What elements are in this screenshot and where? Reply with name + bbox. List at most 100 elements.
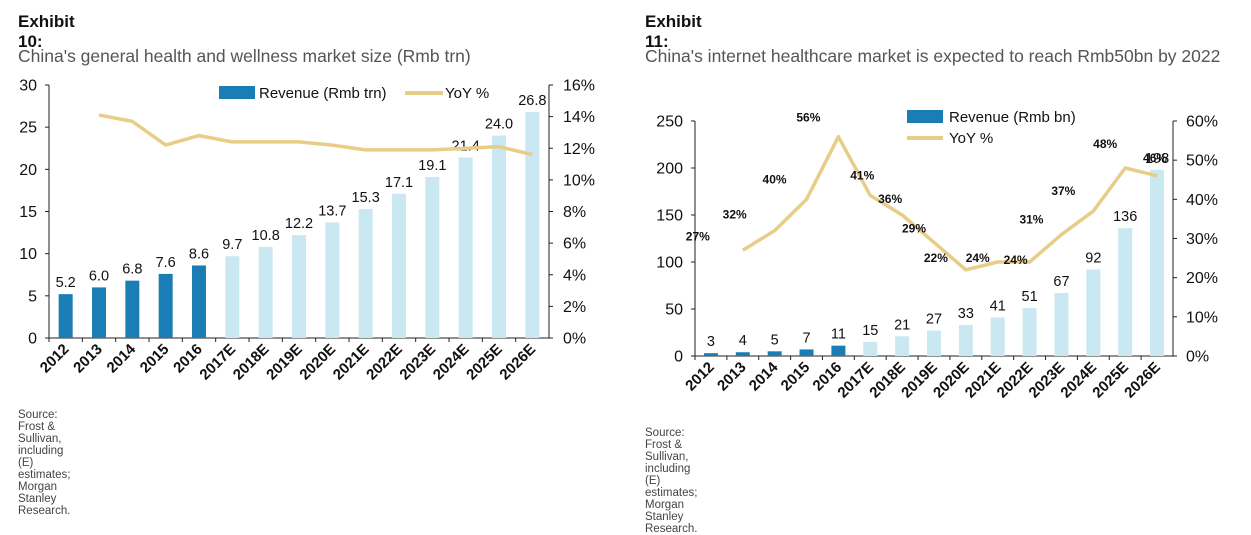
bar-value-label: 21 — [894, 317, 910, 333]
bar — [1086, 269, 1101, 356]
yoy-value-label: 29% — [902, 221, 926, 235]
legend-bar-label: Revenue (Rmb bn) — [949, 109, 1076, 126]
x-tick-label: 2025E — [463, 341, 506, 384]
bar — [458, 157, 473, 338]
bar-value-label: 11 — [831, 327, 846, 343]
y2-tick-label: 6% — [563, 236, 586, 253]
yoy-line — [98, 113, 533, 157]
y-tick-label: 10 — [19, 246, 37, 263]
bar-value-label: 7.6 — [156, 255, 176, 271]
bar-value-label: 24.0 — [485, 117, 513, 133]
bar-value-label: 92 — [1085, 251, 1101, 267]
exhibit-title: China's general health and wellness mark… — [18, 46, 471, 66]
y2-tick-label: 0% — [1186, 349, 1209, 366]
x-tick-label: 2015 — [137, 341, 173, 377]
yoy-value-label: 46% — [1143, 151, 1167, 165]
y-tick-label: 30 — [19, 78, 37, 95]
bar — [1022, 308, 1037, 356]
y2-tick-label: 50% — [1186, 153, 1218, 170]
bar-value-label: 6.8 — [122, 262, 142, 278]
y-tick-label: 0 — [674, 349, 683, 366]
bar-value-label: 13.7 — [318, 203, 346, 219]
legend-bar-swatch — [219, 86, 255, 99]
exhibit-label: Exhibit 10: — [18, 12, 75, 51]
bar-value-label: 3 — [707, 334, 715, 350]
yoy-value-label: 32% — [723, 208, 747, 222]
x-tick-label: 2023E — [396, 341, 439, 384]
bar-value-label: 17.1 — [385, 175, 413, 191]
x-tick-label: 2014 — [746, 358, 782, 394]
y-tick-label: 15 — [19, 204, 37, 221]
yoy-value-label: 48% — [1093, 137, 1117, 151]
bar — [125, 280, 140, 338]
x-tick-label: 2024E — [430, 341, 473, 384]
x-tick-label: 2015 — [778, 359, 814, 395]
bar-value-label: 6.0 — [89, 268, 109, 284]
bar — [192, 265, 206, 338]
yoy-value-label: 41% — [850, 168, 874, 182]
bar-value-label: 136 — [1113, 209, 1137, 225]
x-tick-label: 2021E — [330, 341, 373, 384]
x-tick-label: 2026E — [496, 341, 539, 384]
bar-value-label: 26.8 — [518, 93, 546, 109]
exhibit-source: Source: Frost & Sullivan, including (E) … — [645, 427, 698, 535]
y2-tick-label: 10% — [1186, 309, 1218, 326]
y2-tick-label: 40% — [1186, 192, 1218, 209]
bar — [1054, 293, 1069, 356]
x-tick-label: 2013 — [714, 359, 750, 395]
x-tick-label: 2022E — [363, 341, 406, 384]
bar — [990, 317, 1005, 356]
bar-value-label: 51 — [1022, 289, 1038, 305]
x-tick-label: 2017E — [196, 341, 239, 384]
bar — [292, 235, 306, 338]
y-tick-label: 20 — [19, 162, 37, 179]
bar — [258, 246, 273, 338]
bar — [799, 349, 814, 356]
y-tick-label: 5 — [28, 288, 37, 305]
bar — [735, 352, 750, 356]
x-tick-label: 2012 — [37, 341, 73, 377]
bar — [425, 176, 440, 338]
legend-bar-label: Revenue (Rmb trn) — [259, 85, 387, 102]
y2-tick-label: 8% — [563, 204, 586, 221]
bar — [1118, 228, 1133, 356]
legend-line-label: YoY % — [949, 130, 993, 147]
yoy-value-label: 24% — [1004, 253, 1028, 267]
bar-value-label: 15.3 — [352, 190, 380, 206]
bar-value-label: 10.8 — [252, 228, 280, 244]
yoy-value-label: 56% — [796, 111, 820, 125]
x-tick-label: 2019E — [263, 341, 306, 384]
bar — [927, 330, 941, 356]
x-tick-label: 2013 — [70, 341, 106, 377]
y-tick-label: 0 — [28, 331, 37, 348]
bar — [895, 336, 910, 356]
x-tick-label: 2026E — [1121, 359, 1164, 402]
yoy-value-label: 27% — [686, 229, 710, 243]
bar-value-label: 5.2 — [56, 275, 76, 291]
bar-value-label: 5 — [771, 332, 779, 348]
bar-value-label: 15 — [862, 323, 878, 339]
yoy-value-label: 31% — [1019, 213, 1043, 227]
yoy-value-label: 36% — [878, 192, 902, 206]
y2-tick-label: 0% — [563, 331, 586, 348]
bar-value-label: 9.7 — [222, 237, 242, 253]
bar — [392, 193, 406, 338]
yoy-value-label: 22% — [924, 251, 948, 265]
bar — [225, 256, 240, 338]
x-tick-label: 2014 — [104, 340, 140, 376]
bar — [525, 111, 540, 338]
bar — [492, 135, 506, 338]
bar-value-label: 27 — [926, 312, 942, 328]
bar — [158, 273, 173, 338]
bar-value-label: 7 — [802, 330, 810, 346]
y2-tick-label: 4% — [563, 267, 586, 284]
bar — [58, 294, 73, 338]
y-tick-label: 200 — [656, 161, 683, 178]
y2-tick-label: 60% — [1186, 114, 1218, 131]
bar-value-label: 33 — [958, 306, 974, 322]
yoy-value-label: 40% — [763, 172, 787, 186]
x-tick-label: 2018E — [230, 341, 273, 384]
bar-value-label: 198 — [1145, 151, 1169, 167]
yoy-value-label: 24% — [966, 251, 990, 265]
bar — [92, 287, 106, 338]
